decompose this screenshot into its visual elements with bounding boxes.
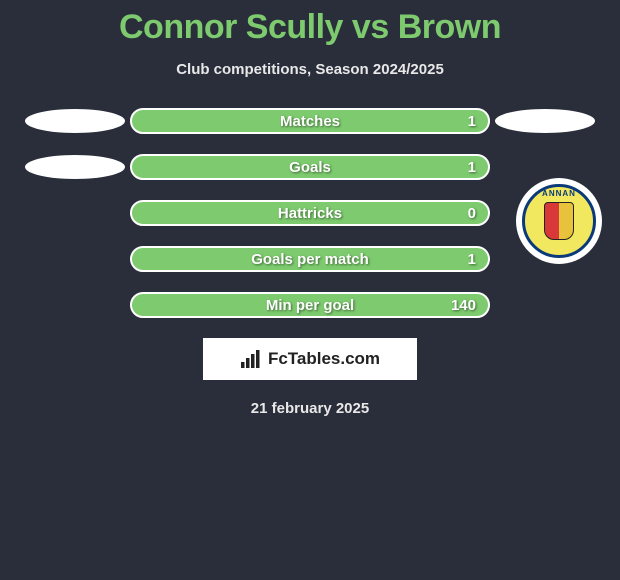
stat-value: 1 — [468, 159, 476, 176]
vs-label: vs — [352, 8, 389, 46]
stat-label: Hattricks — [278, 205, 342, 222]
stat-value: 1 — [468, 251, 476, 268]
player1-name: Connor Scully — [119, 8, 343, 46]
player2-name: Brown — [398, 8, 501, 46]
badge-ring: ANNAN — [522, 184, 596, 258]
stat-bar: Hattricks 0 — [130, 200, 490, 226]
left-slot — [20, 109, 130, 133]
bars-icon — [240, 350, 262, 368]
stat-label: Min per goal — [266, 297, 354, 314]
stat-bar: Min per goal 140 — [130, 292, 490, 318]
stat-bar: Goals 1 — [130, 154, 490, 180]
footer-date: 21 february 2025 — [0, 400, 620, 417]
stat-value: 0 — [468, 205, 476, 222]
brand-box: FcTables.com — [203, 338, 417, 380]
stat-row: Min per goal 140 — [20, 292, 600, 318]
ellipse-icon — [25, 155, 125, 179]
ellipse-icon — [25, 109, 125, 133]
brand-text: FcTables.com — [268, 349, 380, 369]
page-title: Connor Scully vs Brown — [0, 0, 620, 47]
stat-label: Matches — [280, 113, 340, 130]
stat-value: 140 — [451, 297, 476, 314]
stat-label: Goals per match — [251, 251, 369, 268]
ellipse-icon — [495, 109, 595, 133]
stat-bar: Goals per match 1 — [130, 246, 490, 272]
left-slot — [20, 155, 130, 179]
stat-row: Hattricks 0 — [20, 200, 600, 226]
badge-top-text: ANNAN — [525, 189, 593, 198]
badge-shield-icon — [544, 202, 574, 240]
stat-row: Matches 1 — [20, 108, 600, 134]
stat-value: 1 — [468, 113, 476, 130]
stat-bar: Matches 1 — [130, 108, 490, 134]
right-slot — [490, 109, 600, 133]
stat-row: Goals per match 1 — [20, 246, 600, 272]
subtitle: Club competitions, Season 2024/2025 — [0, 61, 620, 78]
stat-row: Goals 1 — [20, 154, 600, 180]
club-badge: ANNAN — [516, 178, 602, 264]
stat-label: Goals — [289, 159, 331, 176]
brand-logo: FcTables.com — [240, 349, 380, 369]
